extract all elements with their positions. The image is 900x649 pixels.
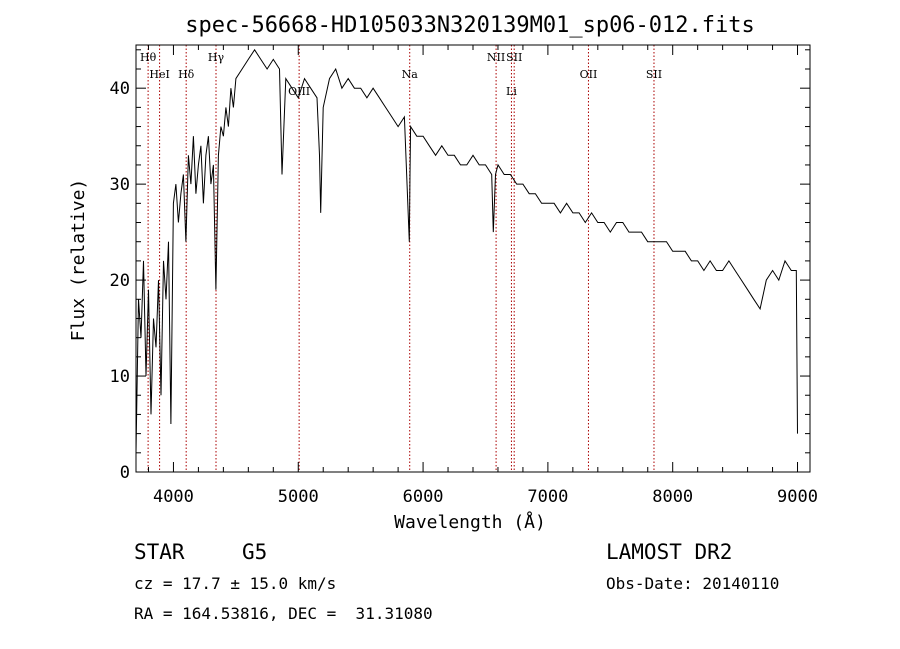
y-axis-ticks: 0 10 20 30 40	[110, 49, 810, 483]
marker-label-0: Hθ	[140, 51, 157, 64]
marker-label-9: OII	[580, 68, 598, 81]
spectral-line-markers: Hθ HeI Hδ Hγ OIII Na NII Li SII OII SII	[140, 45, 662, 472]
x-axis-label: Wavelength (Å)	[394, 511, 546, 533]
spectrum-line	[135, 48, 798, 453]
object-class: STAR	[134, 540, 185, 564]
y-tick-label-0: 0	[120, 463, 130, 483]
y-tick-label-1: 10	[110, 367, 130, 387]
y-tick-label-4: 40	[110, 79, 130, 99]
x-tick-label-4: 8000	[652, 487, 693, 507]
marker-label-1: HeI	[149, 68, 169, 81]
x-axis-ticks: 4000 5000 6000 7000 8000 9000	[147, 45, 818, 507]
marker-label-3: Hγ	[208, 51, 225, 64]
coordinates: RA = 164.53816, DEC = 31.31080	[134, 604, 433, 623]
marker-label-10: SII	[646, 68, 662, 81]
survey-name: LAMOST DR2	[606, 540, 733, 564]
x-tick-label-1: 5000	[278, 487, 319, 507]
y-axis-label: Flux (relative)	[68, 179, 89, 342]
marker-label-5: Na	[402, 68, 419, 81]
observation-date: Obs-Date: 20140110	[606, 574, 780, 593]
x-tick-label-2: 6000	[403, 487, 444, 507]
marker-label-4: OIII	[288, 85, 310, 98]
chart-title: spec-56668-HD105033N320139M01_sp06-012.f…	[185, 13, 755, 38]
marker-label-6: NII	[487, 51, 505, 64]
x-tick-label-0: 4000	[153, 487, 194, 507]
y-tick-label-3: 30	[110, 175, 130, 195]
y-tick-label-2: 20	[110, 271, 130, 291]
redshift-cz: cz = 17.7 ± 15.0 km/s	[134, 574, 337, 593]
marker-label-8: SII	[506, 51, 522, 64]
x-tick-label-3: 7000	[527, 487, 568, 507]
plot-frame	[135, 44, 811, 473]
marker-label-2: Hδ	[178, 68, 195, 81]
subclass: G5	[242, 540, 268, 564]
x-tick-label-5: 9000	[777, 487, 818, 507]
marker-label-7: Li	[506, 85, 517, 98]
